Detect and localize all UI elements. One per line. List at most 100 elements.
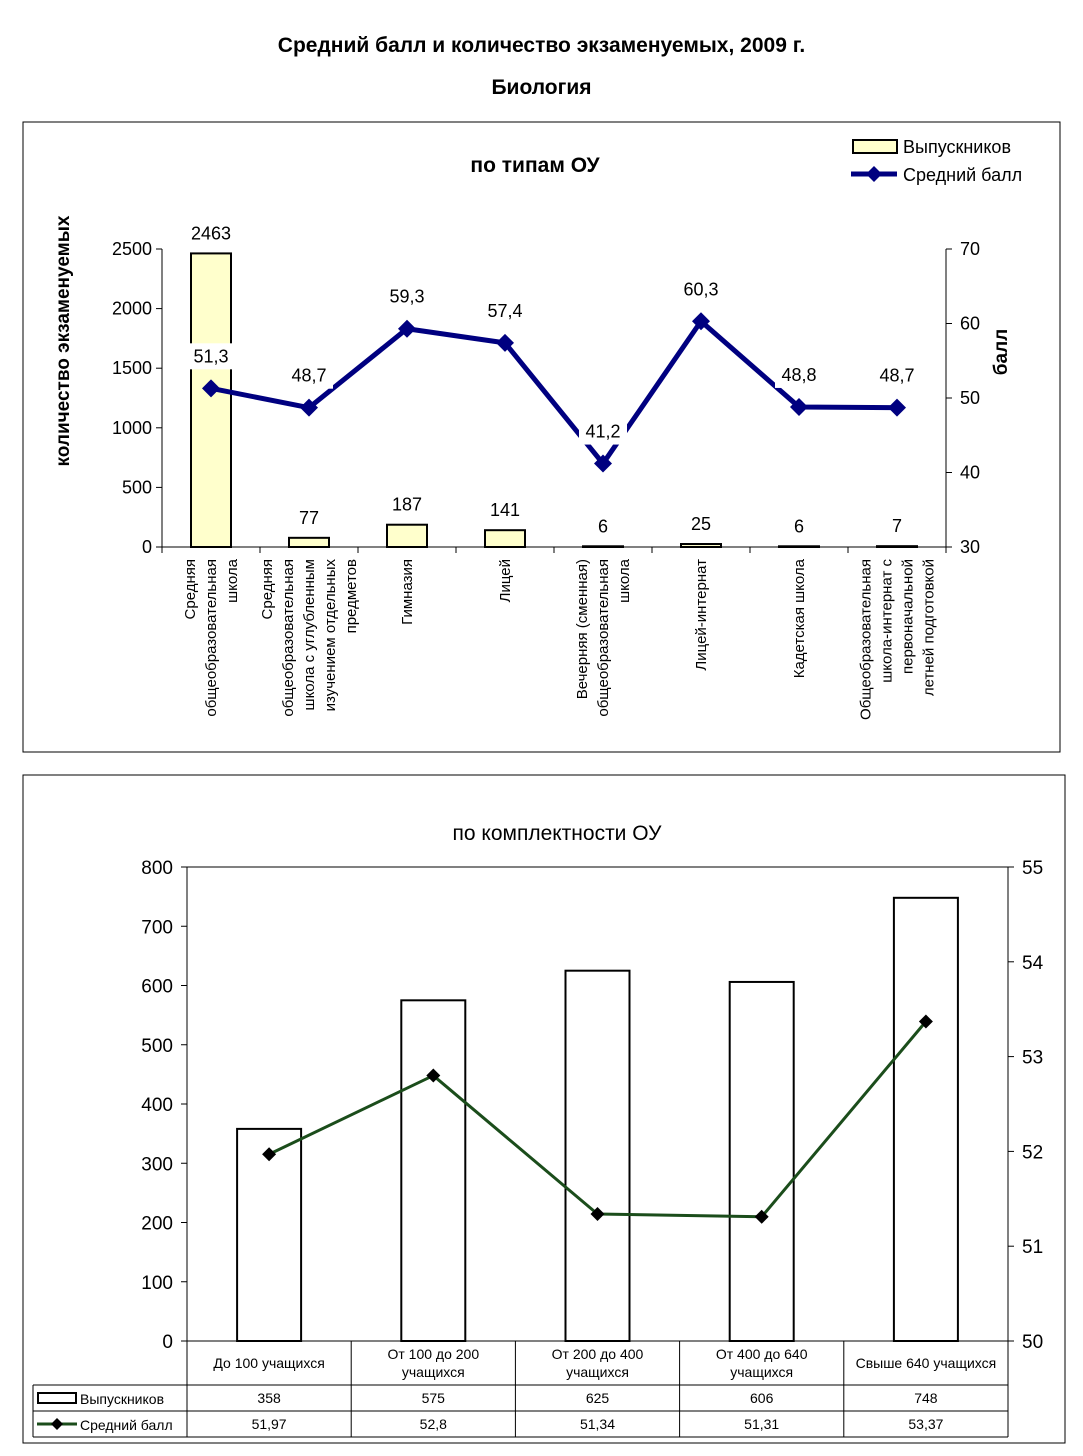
chart2-x-tick-label: Свыше 640 учащихся [856, 1355, 997, 1371]
chart1-y-tick-label: 0 [142, 537, 152, 557]
chart1-x-tick-label: школа с углубленным [301, 559, 318, 710]
chart2-y-tick-label: 100 [141, 1273, 173, 1294]
chart1-score-label-bg [677, 276, 725, 303]
chart1-score-line [210, 318, 898, 467]
chart2-bar [728, 980, 795, 1342]
chart2-table-bar-value: 606 [750, 1390, 774, 1406]
chart2-y-tick-label: 400 [141, 1095, 173, 1116]
chart2-score-point [590, 1206, 605, 1221]
chart1-x-tick-label: общеобразовательная [595, 559, 612, 717]
chart1-score-point [594, 454, 612, 473]
chart1-legend-bar-swatch [852, 139, 898, 154]
chart2-table-score-value: 51,34 [580, 1416, 615, 1432]
chart2-table-score-value: 53,37 [908, 1416, 943, 1432]
chart1-bar-value-label: 2463 [191, 223, 231, 243]
chart2-y-tick-label: 700 [141, 917, 173, 938]
chart1-score-value-label: 59,3 [389, 287, 424, 307]
chart2-frame [22, 774, 1066, 1444]
chart1-bar-value-label: 6 [794, 516, 804, 536]
chart2-x-tick-label: От 400 до 640 [716, 1346, 808, 1362]
chart2-table-score-value: 51,31 [744, 1416, 779, 1432]
chart2-y2-tick-label: 51 [1022, 1237, 1043, 1258]
chart1-y-axis-label: количество экзаменуемых [53, 215, 74, 466]
chart1-score-point [888, 398, 906, 417]
chart2-x-tick-label: От 100 до 200 [387, 1346, 479, 1362]
chart1-y2-tick-label: 30 [960, 537, 980, 557]
chart1-y-tick-label: 1500 [112, 358, 152, 378]
page-subtitle: Биология [491, 76, 592, 99]
chart1-x-tick-label: общеобразовательная [280, 559, 297, 717]
chart2-bar [400, 999, 467, 1342]
chart1-x-tick-label: Вечерняя (сменная) [574, 559, 591, 699]
chart1-score-value-label: 41,2 [585, 422, 620, 442]
chart1-x-tick-label: школа-интернат с [879, 559, 896, 683]
chart2-y-tick-label: 0 [162, 1332, 173, 1353]
chart1-score-value-label: 48,7 [879, 366, 914, 386]
chart2-x-tick-label: учащихся [402, 1364, 465, 1380]
chart1-title: по типам ОУ [470, 154, 600, 177]
chart2-y-tick-label: 600 [141, 977, 173, 998]
chart1-y2-tick-label: 40 [960, 463, 980, 483]
chart1-bar [778, 545, 820, 548]
chart2-y-tick-label: 500 [141, 1036, 173, 1057]
chart2-y2-tick-label: 55 [1022, 858, 1043, 879]
chart1-score-label-bg [285, 362, 333, 389]
chart1-y-tick-label: 500 [122, 477, 152, 497]
page-title: Средний балл и количество экзаменуемых, … [277, 34, 806, 57]
chart1-x-tick-label: Общеобразовательная [858, 559, 875, 720]
chart1-x-tick-label: Средняя [182, 559, 199, 619]
chart1-x-tick-label: общеобразовательная [203, 559, 220, 717]
chart1-bar [288, 536, 330, 548]
chart1-score-point [790, 397, 808, 416]
chart2-x-tick-label: До 100 учащихся [213, 1355, 324, 1371]
chart1-score-point [398, 319, 416, 338]
chart1-score-value-label: 57,4 [487, 301, 522, 321]
chart1-y2-axis-label: балл [991, 329, 1012, 375]
chart2-x-tick-label: учащихся [566, 1364, 629, 1380]
chart1-score-label-bg [187, 343, 235, 370]
chart2-title: по комплектности ОУ [453, 822, 663, 845]
chart1-y-tick-label: 1000 [112, 418, 152, 438]
chart1-bar [582, 545, 624, 548]
chart1-x-tick-label: летней подготовкой [921, 559, 938, 696]
chart1-score-value-label: 51,3 [193, 346, 228, 366]
chart1-y-tick-label: 2500 [112, 239, 152, 259]
chart1-bar-value-label: 77 [299, 508, 319, 528]
chart2-table-score-value: 51,97 [252, 1416, 287, 1432]
chart2-legend-line-marker [51, 1418, 63, 1430]
chart1-x-tick-label: изучением отдельных [322, 559, 339, 712]
chart1-score-label-bg [383, 283, 431, 310]
chart2-y-tick-label: 800 [141, 858, 173, 879]
chart2-table-bar-value: 575 [422, 1390, 446, 1406]
chart1-score-value-label: 60,3 [683, 279, 718, 299]
chart1-x-tick-label: Кадетская школа [791, 558, 808, 678]
chart1-legend-line-marker [866, 166, 882, 182]
chart1-y2-tick-label: 70 [960, 239, 980, 259]
chart1-score-point [692, 312, 710, 331]
chart1-bar [190, 252, 232, 548]
chart1-bar-value-label: 25 [691, 514, 711, 534]
chart1-score-label-bg [775, 361, 823, 388]
chart1-legend-bar-label: Выпускников [903, 137, 1011, 157]
chart1-score-label-bg [873, 362, 921, 389]
chart1-score-point [202, 379, 220, 398]
chart1-y2-tick-label: 50 [960, 388, 980, 408]
chart2-y2-tick-label: 52 [1022, 1142, 1043, 1163]
chart2-table-bar-value: 748 [914, 1390, 938, 1406]
chart1-x-tick-label: Средняя [259, 559, 276, 619]
chart1-x-tick-label: Гимназия [399, 559, 416, 625]
chart1-bar-value-label: 7 [892, 516, 902, 536]
chart2-legend-line-label: Средний балл [80, 1417, 173, 1433]
chart2-legend-bar-swatch [37, 1392, 77, 1404]
chart2-y-tick-label: 200 [141, 1214, 173, 1235]
chart1-score-value-label: 48,8 [781, 365, 816, 385]
chart1-x-tick-label: школа [224, 558, 241, 603]
chart1-legend-line-label: Средний балл [903, 165, 1022, 185]
chart1-bar-value-label: 6 [598, 516, 608, 536]
chart2-table-bar-value: 625 [586, 1390, 610, 1406]
chart1-x-tick-label: предметов [343, 559, 360, 633]
chart2-y2-tick-label: 53 [1022, 1048, 1043, 1069]
chart1-x-tick-label: первоначальной [900, 559, 917, 674]
chart2-y2-tick-label: 50 [1022, 1332, 1043, 1353]
